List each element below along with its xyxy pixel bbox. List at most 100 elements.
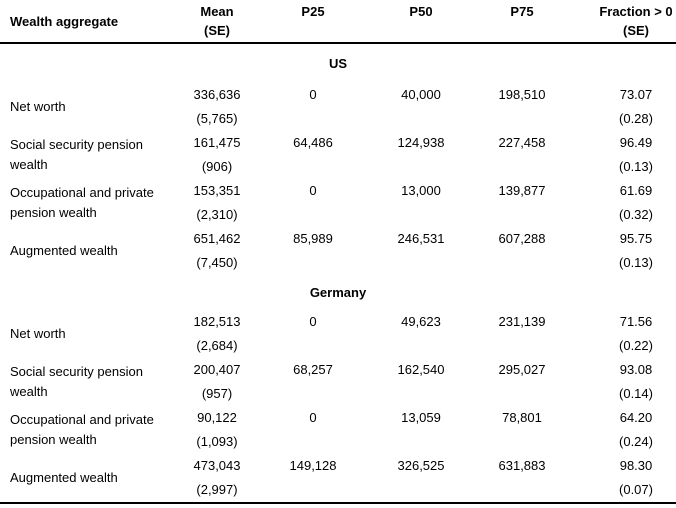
mean-se: (1,093) — [196, 434, 238, 449]
p75-value: 139,877 — [498, 183, 546, 198]
fraction-value: 95.75 — [619, 231, 653, 246]
column-header-p75: P75 — [474, 2, 570, 40]
p50-value: 13,059 — [401, 410, 441, 425]
mean-se: (2,310) — [196, 207, 238, 222]
p75-value: 227,458 — [498, 135, 546, 150]
mean-value: 161,475 — [193, 135, 241, 150]
table-row-us-social-security: Social security pension wealth 161,475 (… — [0, 131, 676, 179]
table-header-row: Wealth aggregate Mean (SE) P25 P50 P75 F… — [0, 2, 676, 44]
column-header-mean-label: Mean — [200, 4, 234, 19]
row-label: Augmented wealth — [10, 470, 118, 485]
table-row-us-augmented: Augmented wealth 651,462 (7,450) 85,989 … — [0, 227, 676, 275]
column-header-wealth-aggregate: Wealth aggregate — [10, 13, 119, 29]
p50-value: 13,000 — [401, 183, 441, 198]
fraction-cell: 93.08 (0.14) — [570, 358, 676, 406]
p25-value: 0 — [309, 183, 317, 198]
mean-se: (2,997) — [196, 482, 238, 497]
mean-cell: 182,513 (2,684) — [176, 310, 258, 358]
fraction-cell: 61.69 (0.32) — [570, 179, 676, 227]
p25-value: 68,257 — [293, 362, 333, 377]
p25-value: 64,486 — [293, 135, 333, 150]
fraction-value: 64.20 — [619, 410, 653, 425]
row-label: Augmented wealth — [10, 243, 118, 258]
fraction-value: 96.49 — [619, 135, 653, 150]
mean-value: 182,513 — [193, 314, 241, 329]
fraction-cell: 98.30 (0.07) — [570, 454, 676, 502]
row-label: Net worth — [10, 99, 66, 114]
mean-se: (5,765) — [196, 111, 238, 126]
mean-value: 153,351 — [193, 183, 241, 198]
p25-value: 0 — [309, 410, 317, 425]
p75-value: 295,027 — [498, 362, 546, 377]
mean-cell: 473,043 (2,997) — [176, 454, 258, 502]
fraction-se: (0.07) — [619, 482, 653, 497]
column-header-p50: P50 — [368, 2, 474, 40]
mean-value: 651,462 — [193, 231, 241, 246]
column-header-fraction: Fraction > 0 (SE) — [570, 2, 676, 40]
p75-value: 631,883 — [498, 458, 546, 473]
fraction-se: (0.32) — [619, 207, 653, 222]
mean-se: (957) — [201, 386, 233, 401]
fraction-value: 71.56 — [619, 314, 653, 329]
p25-value: 149,128 — [289, 458, 337, 473]
fraction-cell: 73.07 (0.28) — [570, 83, 676, 131]
fraction-value: 61.69 — [619, 183, 653, 198]
fraction-cell: 64.20 (0.24) — [570, 406, 676, 454]
column-header-p75-label: P75 — [510, 4, 534, 19]
column-header-p50-label: P50 — [409, 4, 433, 19]
column-header-mean-se: (SE) — [204, 23, 230, 38]
fraction-cell: 71.56 (0.22) — [570, 310, 676, 358]
column-header-fraction-se: (SE) — [623, 23, 649, 38]
p50-value: 326,525 — [397, 458, 445, 473]
section-title-us: US — [328, 56, 348, 71]
fraction-se: (0.28) — [619, 111, 653, 126]
column-header-p25: P25 — [258, 2, 368, 40]
fraction-se: (0.13) — [619, 159, 653, 174]
fraction-se: (0.22) — [619, 338, 653, 353]
column-header-mean: Mean (SE) — [176, 2, 258, 40]
fraction-se: (0.13) — [619, 255, 653, 270]
p75-value: 78,801 — [502, 410, 542, 425]
fraction-value: 98.30 — [619, 458, 653, 473]
table-row-us-occupational: Occupational and private pension wealth … — [0, 179, 676, 227]
p75-value: 198,510 — [498, 87, 546, 102]
mean-cell: 651,462 (7,450) — [176, 227, 258, 275]
p50-value: 124,938 — [397, 135, 445, 150]
mean-value: 336,636 — [193, 87, 241, 102]
row-label: Social security pension wealth — [10, 137, 143, 172]
p50-value: 162,540 — [397, 362, 445, 377]
mean-value: 90,122 — [197, 410, 237, 425]
mean-value: 200,407 — [193, 362, 241, 377]
p25-value: 0 — [309, 314, 317, 329]
fraction-value: 73.07 — [619, 87, 653, 102]
fraction-se: (0.24) — [619, 434, 653, 449]
table-bottom-rule — [0, 502, 676, 504]
mean-cell: 153,351 (2,310) — [176, 179, 258, 227]
row-label: Social security pension wealth — [10, 364, 143, 399]
p50-value: 246,531 — [397, 231, 445, 246]
table-row-de-social-security: Social security pension wealth 200,407 (… — [0, 358, 676, 406]
column-header-fraction-label: Fraction > 0 — [599, 4, 673, 19]
mean-se: (2,684) — [196, 338, 238, 353]
mean-cell: 336,636 (5,765) — [176, 83, 258, 131]
p25-value: 85,989 — [293, 231, 333, 246]
row-label: Occupational and private pension wealth — [10, 412, 154, 447]
table-row-de-occupational: Occupational and private pension wealth … — [0, 406, 676, 454]
p50-value: 49,623 — [401, 314, 441, 329]
p75-value: 231,139 — [498, 314, 546, 329]
mean-se: (7,450) — [196, 255, 238, 270]
row-label: Occupational and private pension wealth — [10, 185, 154, 220]
mean-cell: 200,407 (957) — [176, 358, 258, 406]
table-row-de-net-worth: Net worth 182,513 (2,684) 0 49,623 231,1… — [0, 310, 676, 358]
section-title-germany: Germany — [309, 285, 367, 300]
table-row-us-net-worth: Net worth 336,636 (5,765) 0 40,000 198,5… — [0, 83, 676, 131]
mean-value: 473,043 — [193, 458, 241, 473]
column-header-p25-label: P25 — [301, 4, 325, 19]
fraction-cell: 95.75 (0.13) — [570, 227, 676, 275]
row-label: Net worth — [10, 326, 66, 341]
p50-value: 40,000 — [401, 87, 441, 102]
fraction-value: 93.08 — [619, 362, 653, 377]
mean-cell: 161,475 (906) — [176, 131, 258, 179]
fraction-cell: 96.49 (0.13) — [570, 131, 676, 179]
